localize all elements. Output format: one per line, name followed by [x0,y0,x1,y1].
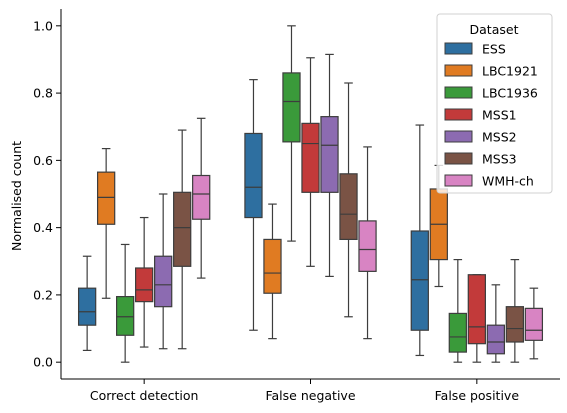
y-axis-ticks: 0.0 0.2 0.4 0.6 0.8 1.0 [33,18,61,370]
legend-swatch [444,108,473,121]
iqr-box [282,72,301,143]
box-lbc1936-2 [448,258,467,363]
legend-swatch [444,86,473,99]
legend-item-mss3: MSS3 [444,152,517,167]
legend-label: WMH-ch [482,174,534,189]
legend-item-mss1: MSS1 [444,108,517,123]
box-wmh-ch-1 [358,146,377,340]
x-axis-ticks: Correct detection False negative False pos… [90,379,519,403]
box-ess-2 [410,124,429,357]
legend-frame [436,13,553,194]
legend-label: MSS3 [482,152,517,167]
iqr-box [77,287,97,326]
legend-item-wmh-ch: WMH-ch [444,174,534,189]
legend-swatch [444,42,473,55]
legend-label: ESS [482,42,506,57]
legend-item-lbc1936: LBC1936 [444,86,538,101]
box-lbc1921-0 [96,147,116,299]
iqr-box [154,255,173,308]
y-tick-label: 0.2 [33,287,53,302]
legend-items: ESS LBC1921 LBC1936 MSS1 MSS2 MSS3 WMH-ch [444,42,538,189]
box-mss3-0 [173,129,192,350]
legend-swatch [444,130,473,143]
legend-swatch [444,174,473,187]
legend-item-lbc1921: LBC1921 [444,64,538,79]
box-mss2-1 [320,53,339,278]
iqr-box [486,324,505,355]
x-tick-label: False negative [265,388,355,403]
box-mss1-2 [467,274,486,363]
iqr-box [410,230,429,331]
iqr-box [116,295,135,336]
iqr-box [173,191,192,267]
box-mss3-2 [505,258,525,363]
iqr-box [301,122,320,193]
iqr-box [96,171,116,225]
iqr-box [358,220,377,272]
iqr-box [339,173,358,241]
plot-area [77,25,544,363]
iqr-box [244,132,263,219]
box-ess-0 [77,255,97,352]
legend-label: MSS2 [482,130,517,145]
legend-item-ess: ESS [444,42,506,57]
y-axis-label: Normalised count [9,141,24,251]
iqr-box [467,274,486,345]
x-tick-label: False positive [435,388,520,403]
box-mss1-0 [135,216,154,348]
box-mss1-1 [301,57,320,267]
y-tick-label: 0.6 [33,153,53,168]
y-tick-label: 0.4 [33,220,53,235]
legend-swatch [444,64,473,77]
legend-label: LBC1936 [482,86,538,101]
iqr-box [448,312,467,353]
box-wmh-ch-2 [524,287,544,360]
iqr-box [524,307,544,341]
axes: 0.0 0.2 0.4 0.6 0.8 1.0 Correct detection Fals… [9,9,560,403]
legend-title: Dataset [470,22,519,37]
iqr-box [505,306,525,343]
iqr-box [135,267,154,303]
box-lbc1936-1 [282,25,301,242]
iqr-box [192,174,211,220]
legend-label: MSS1 [482,108,517,123]
y-tick-label: 0.8 [33,86,53,101]
box-mss3-1 [339,82,358,318]
iqr-box [320,116,339,193]
x-tick-label: Correct detection [90,388,199,403]
box-mss2-0 [154,193,173,350]
box-ess-1 [244,79,263,331]
iqr-box [263,238,282,294]
box-lbc1936-0 [116,243,135,363]
legend-label: LBC1921 [482,64,538,79]
legend-swatch [444,152,473,165]
y-tick-label: 1.0 [33,18,53,33]
legend-item-mss2: MSS2 [444,130,517,145]
box-mss2-2 [486,284,505,363]
box-wmh-ch-0 [192,117,211,279]
y-tick-label: 0.0 [33,355,53,370]
box-lbc1921-1 [263,203,282,340]
legend: Dataset ESS LBC1921 LBC1936 MSS1 MSS2 MSS3 WMH… [436,13,553,194]
